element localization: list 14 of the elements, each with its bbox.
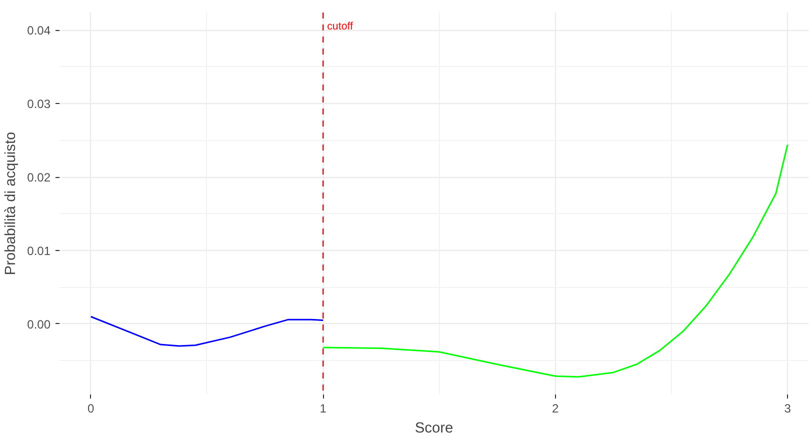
- ref-line-label: cutoff: [327, 20, 354, 32]
- y-tick-label: 0.00: [27, 317, 51, 332]
- y-tick-label: 0.03: [27, 97, 51, 112]
- line-series: [90, 316, 324, 347]
- line-series: [322, 144, 788, 378]
- x-axis-title: Score: [414, 420, 454, 436]
- x-tick-label: 0: [88, 402, 95, 416]
- y-tick-label: 0.02: [27, 170, 51, 185]
- y-tick-label: 0.04: [27, 24, 51, 38]
- x-tick-label: 2: [552, 402, 560, 416]
- x-tick-label: 3: [784, 402, 792, 416]
- x-tick-label: 1: [320, 402, 327, 416]
- y-tick-label: 0.01: [27, 244, 51, 258]
- y-axis-title: Probabilità di acquisto: [3, 132, 20, 276]
